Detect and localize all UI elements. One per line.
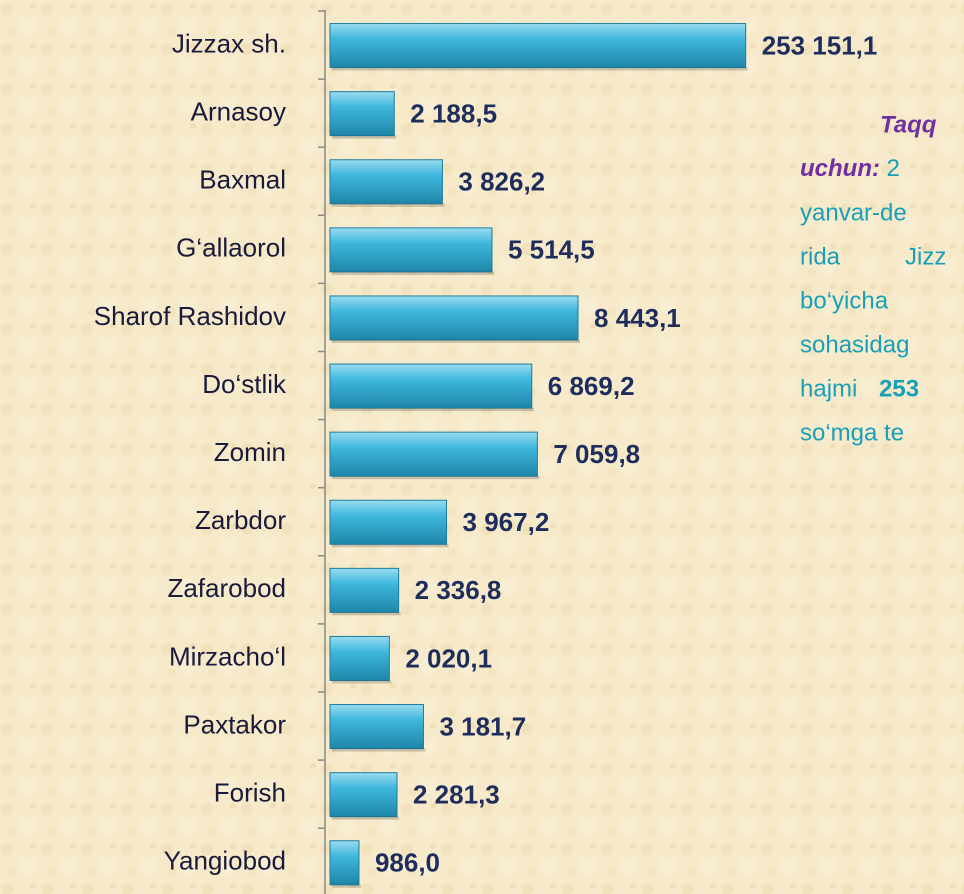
bar	[329, 159, 443, 205]
category-label: Arnasoy	[191, 97, 286, 127]
value-label: 6 869,2	[548, 371, 635, 401]
value-label: 7 059,8	[553, 439, 640, 469]
bar	[329, 635, 390, 681]
value-label: 986,0	[375, 848, 440, 878]
bar-shadow	[332, 816, 400, 820]
category-label: Sharof Rashidov	[94, 301, 286, 331]
value-label: 3 967,2	[463, 507, 550, 537]
bar-shadow	[332, 748, 426, 752]
bar-shadow	[332, 884, 361, 888]
bar	[329, 499, 448, 545]
bar	[329, 431, 538, 477]
note-text: so‘mga te	[800, 419, 904, 446]
bar	[329, 840, 360, 886]
bar-shadow	[332, 135, 397, 139]
value-label: 8 443,1	[594, 303, 681, 333]
category-label: Paxtakor	[183, 709, 286, 739]
bar	[329, 23, 747, 69]
note-text: bo‘yicha	[800, 287, 889, 314]
note-text: 2	[880, 155, 900, 182]
value-label: 2 336,8	[415, 575, 502, 605]
category-label: Yangiobod	[164, 846, 286, 876]
bar	[329, 295, 579, 341]
note-line: uchun: 2	[800, 155, 900, 182]
note-text: 253	[879, 375, 919, 402]
note-text: Taqq	[880, 111, 937, 138]
bar	[329, 567, 400, 613]
category-label: Do‘stlik	[202, 369, 287, 399]
bar-shadow	[332, 680, 392, 684]
note-text: uchun:	[800, 155, 880, 182]
category-label: Zafarobod	[167, 573, 286, 603]
bar-shadow	[332, 339, 581, 343]
bar	[329, 704, 424, 750]
value-label: 2 020,1	[405, 643, 492, 673]
category-label: Zomin	[214, 437, 286, 467]
note-text: Jizz	[905, 243, 946, 270]
note-text: hajmi	[800, 375, 857, 402]
category-label: Baxmal	[199, 165, 286, 195]
value-label: 2 281,3	[413, 780, 500, 810]
category-label: Mirzacho‘l	[169, 641, 286, 671]
category-label: Forish	[214, 778, 286, 808]
note-text: rida	[800, 243, 841, 270]
bar	[329, 772, 398, 818]
value-label: 2 188,5	[410, 99, 497, 129]
bar	[329, 91, 395, 137]
bar-shadow	[332, 271, 494, 275]
bar	[329, 363, 533, 409]
note-text: sohasidag	[800, 331, 909, 358]
bar-shadow	[332, 476, 540, 480]
category-label: G‘allaorol	[176, 233, 286, 263]
value-label: 5 514,5	[508, 235, 595, 265]
bar-shadow	[332, 544, 449, 548]
bar-shadow	[332, 67, 748, 71]
value-label: 3 826,2	[458, 167, 545, 197]
bar-shadow	[332, 408, 534, 412]
value-label: 253 151,1	[762, 30, 878, 60]
category-label: Zarbdor	[195, 505, 286, 535]
category-label: Jizzax sh.	[172, 28, 286, 58]
bar	[329, 227, 493, 273]
value-label: 3 181,7	[439, 711, 526, 741]
bar-shadow	[332, 612, 401, 616]
bar-shadow	[332, 203, 445, 207]
note: Taqq uchun: 2 yanvar-de rida Jizz bo‘yic…	[800, 111, 946, 446]
note-text: yanvar-de	[800, 199, 907, 226]
